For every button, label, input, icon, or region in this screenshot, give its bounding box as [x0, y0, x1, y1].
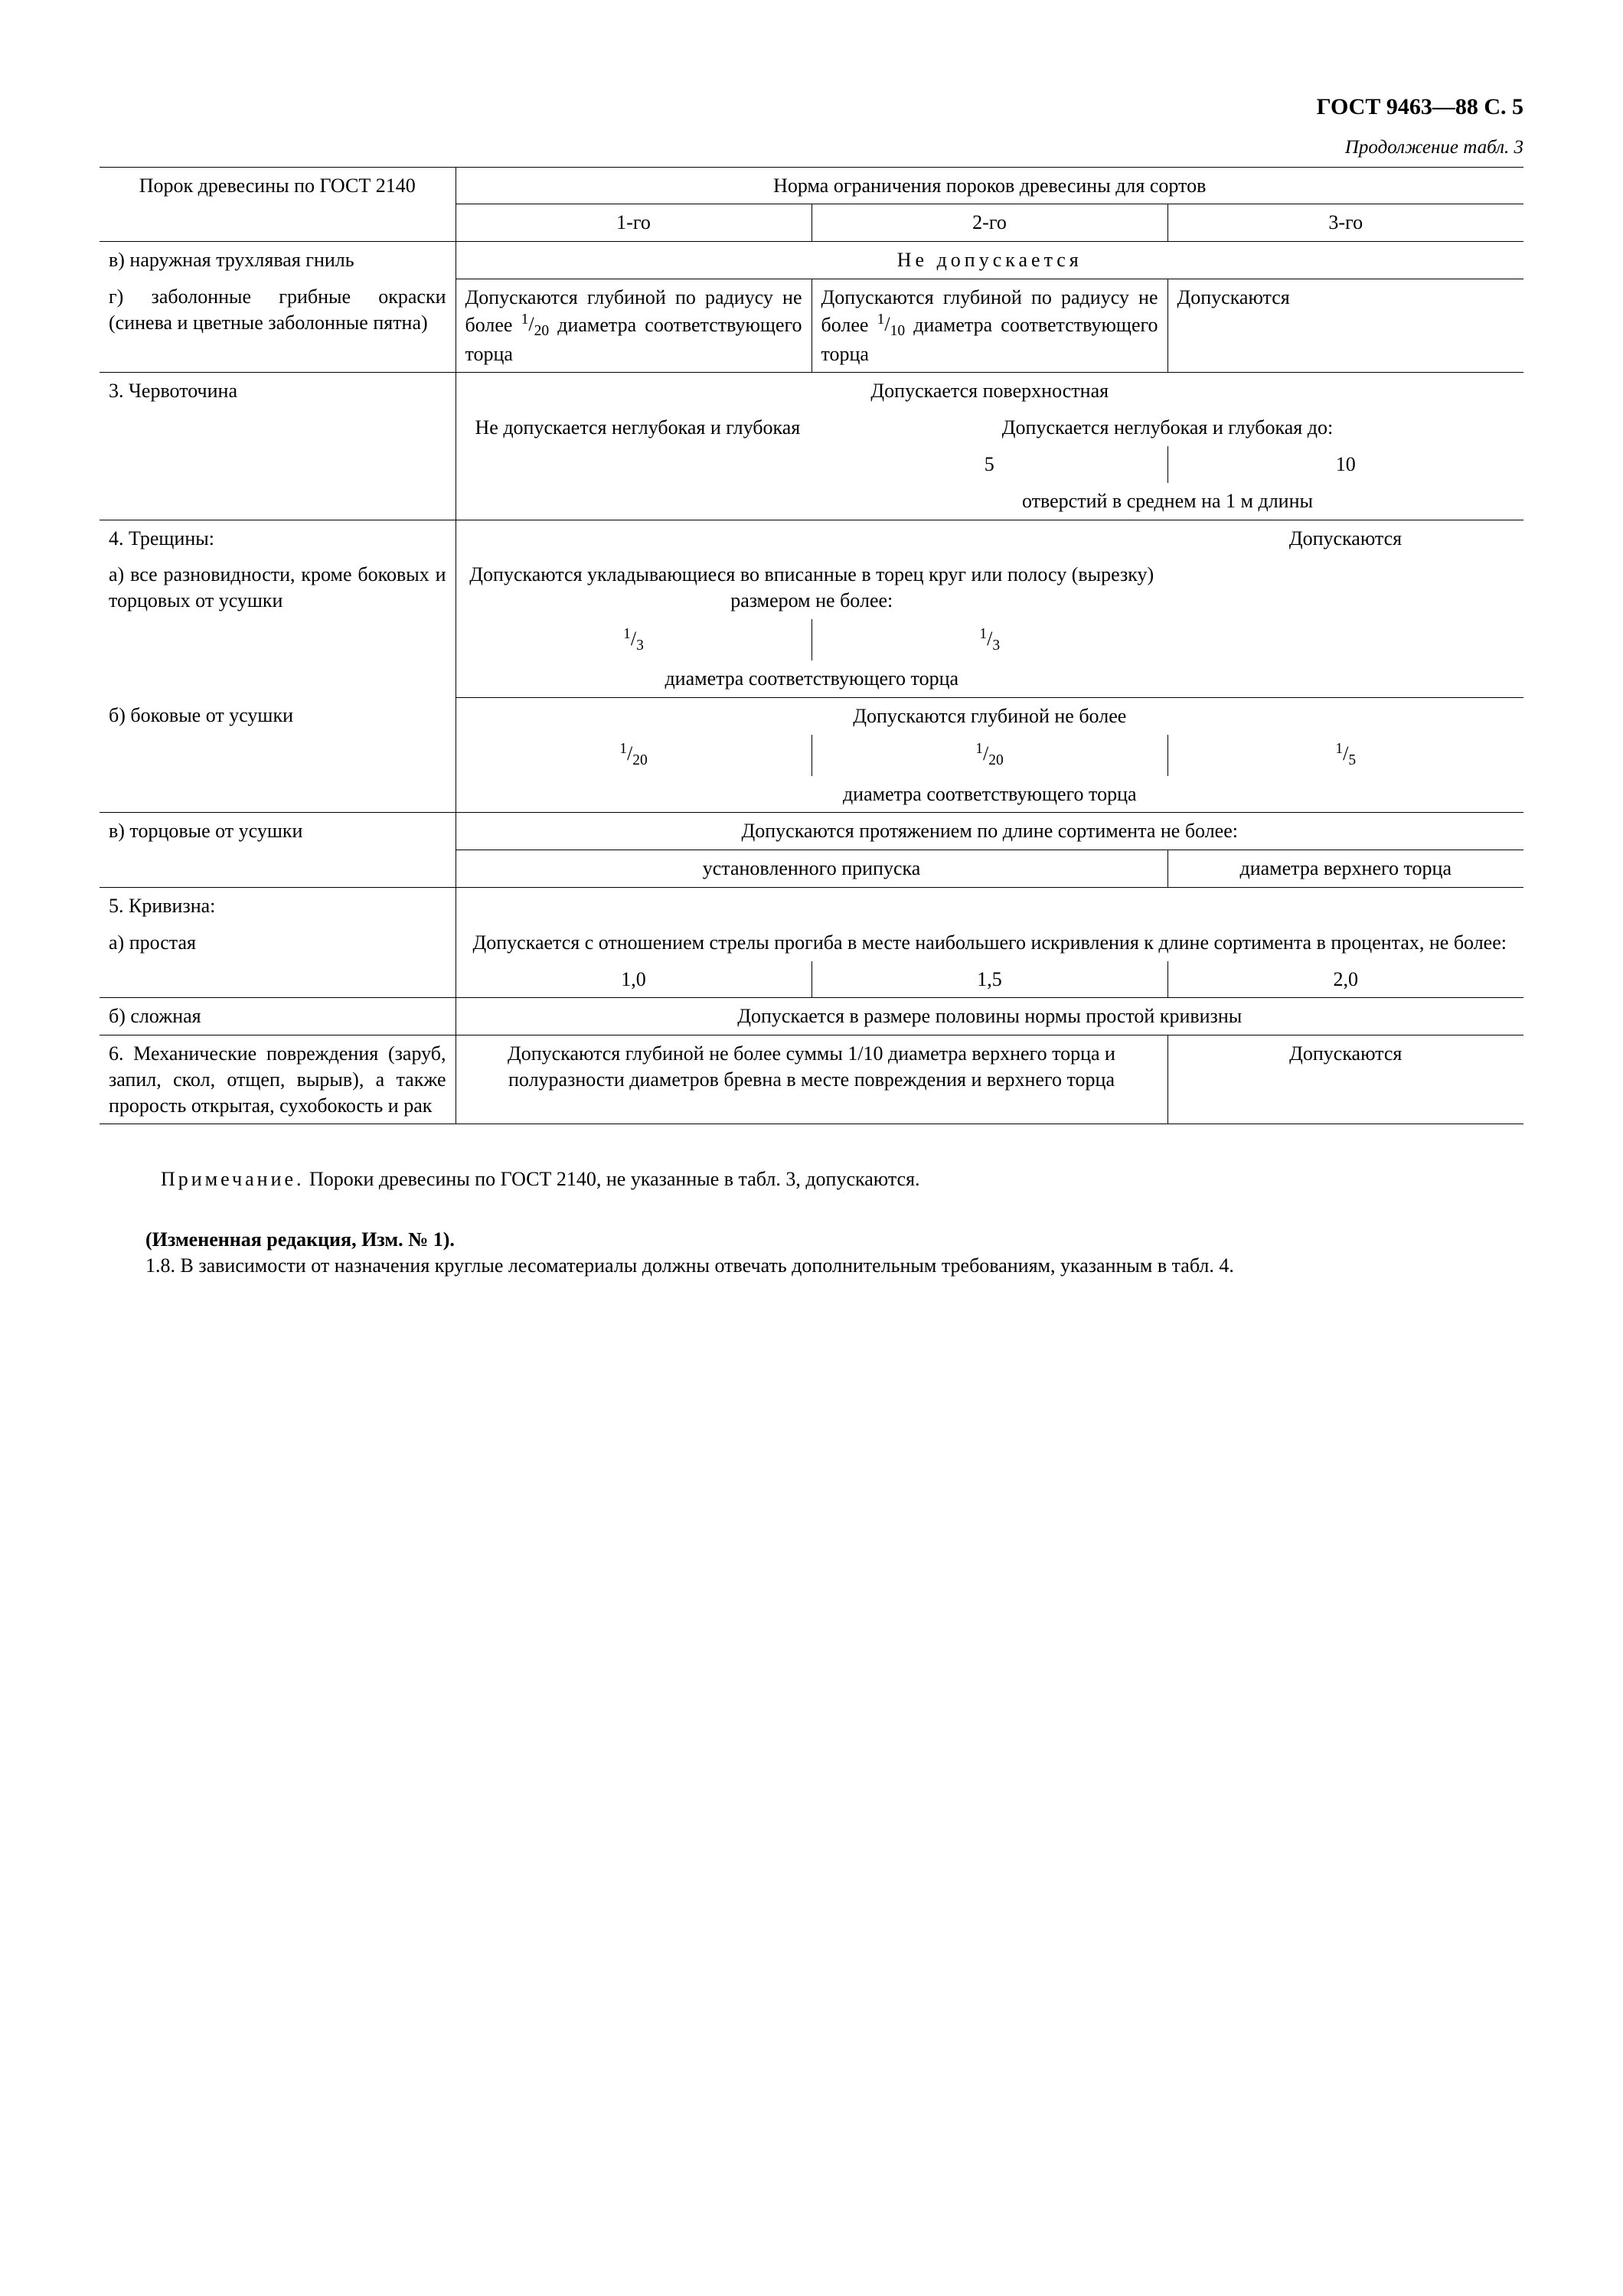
row-5a-top: Допускается с отношением стрелы прогиба …: [456, 925, 1523, 961]
col-3: 3-го: [1167, 204, 1523, 242]
row-3-v3: 10: [1167, 446, 1523, 483]
row-3-label: 3. Червоточина: [100, 373, 456, 520]
row-6-right: Допускаются: [1167, 1035, 1523, 1124]
note-text: Пороки древесины по ГОСТ 2140, не указан…: [305, 1168, 920, 1190]
row-4b-f1: 1/20: [456, 735, 812, 776]
row-4a-label: а) все разновидности, кроме боковых и то…: [100, 556, 456, 697]
row-4b-f2: 1/20: [812, 735, 1167, 776]
den: 3: [992, 638, 1000, 654]
col-head-right: Норма ограничения пороков древесины для …: [456, 167, 1523, 204]
page-header: ГОСТ 9463—88 С. 5: [100, 92, 1523, 122]
row-3-left: Не допускается неглубокая и глубокая: [456, 409, 812, 483]
num: 1: [623, 626, 631, 642]
num: 1: [521, 312, 529, 328]
para-bold: (Измененная редакция, Изм. № 1).: [145, 1228, 455, 1251]
den: 20: [988, 752, 1004, 768]
row-4b-f3: 1/5: [1167, 735, 1523, 776]
row-4a-f2: 1/3: [812, 619, 1167, 660]
row-5b-val: Допускается в размере половины нормы про…: [456, 998, 1523, 1035]
row-4v-right: диаметра верхнего торца: [1167, 850, 1523, 888]
col-2: 2-го: [812, 204, 1167, 242]
num: 1: [619, 742, 627, 758]
den: 3: [636, 638, 644, 654]
row-5-label: 5. Кривизна:: [100, 887, 456, 924]
den: 20: [632, 752, 648, 768]
row-6-left: Допускаются глубиной не более суммы 1/10…: [456, 1035, 1167, 1124]
row-4-label: 4. Трещины:: [100, 520, 456, 556]
den: 10: [890, 323, 906, 339]
col-head-left: Порок древесины по ГОСТ 2140: [100, 167, 456, 242]
row-4b-label: б) боковые от усушки: [100, 697, 456, 813]
row-4v-top: Допускаются протяжением по длине сортиме…: [456, 813, 1523, 850]
row-4v-left: установленного припуска: [456, 850, 1167, 888]
row-g-c2: Допускаются глубиной по радиусу не более…: [812, 279, 1167, 373]
col-1: 1-го: [456, 204, 812, 242]
row-6-label: 6. Механические повреждения (заруб, запи…: [100, 1035, 456, 1124]
note-prefix: Примечание.: [161, 1168, 305, 1190]
row-3-top: Допускается поверхностная: [456, 373, 1523, 409]
row-4a-suffix: диаметра соответствующего торца: [456, 660, 1167, 697]
row-g-label: г) заболонные грибные окраски (синева и …: [100, 279, 456, 373]
row-5b-label: б) сложная: [100, 998, 456, 1035]
row-v-val: Не допускается: [456, 242, 1523, 279]
row-3-suffix: отверстий в среднем на 1 м длины: [812, 483, 1523, 520]
row-4a-f1: 1/3: [456, 619, 812, 660]
row-4a-top: Допускаются укладывающиеся во вписанные …: [456, 556, 1167, 619]
num: 1: [1335, 742, 1343, 758]
row-4v-label: в) торцовые от усушки: [100, 813, 456, 888]
fraction: 1/20: [521, 313, 549, 335]
row-5a-v2: 1,5: [812, 961, 1167, 998]
row-4b-top: Допускаются глубиной не более: [456, 697, 1523, 734]
para-18: 1.8. В зависимости от назначения круглые…: [100, 1253, 1523, 1279]
fraction: 1/10: [877, 313, 905, 335]
row-5a-v3: 2,0: [1167, 961, 1523, 998]
row-4b-suffix: диаметра соответствующего торца: [456, 776, 1523, 813]
num: 1: [975, 742, 983, 758]
row-5a-v1: 1,0: [456, 961, 812, 998]
row-4a-c3: Допускаются: [1167, 520, 1523, 697]
standards-table: Порок древесины по ГОСТ 2140 Норма огран…: [100, 167, 1523, 1125]
table-continuation: Продолжение табл. 3: [100, 135, 1523, 161]
row-3-right: Допускается неглубокая и глубокая до:: [812, 409, 1523, 446]
num: 1: [979, 626, 987, 642]
den: 20: [534, 323, 550, 339]
row-5a-label: а) простая: [100, 925, 456, 998]
row-3-v2: 5: [812, 446, 1167, 483]
row-g-c1: Допускаются глубиной по радиусу не более…: [456, 279, 812, 373]
num: 1: [877, 312, 885, 328]
paragraph-block: (Измененная редакция, Изм. № 1). 1.8. В …: [100, 1227, 1523, 1279]
den: 5: [1348, 752, 1356, 768]
row-g-c3: Допускаются: [1167, 279, 1523, 373]
note: Примечание. Пороки древесины по ГОСТ 214…: [161, 1166, 1523, 1192]
row-v-label: в) наружная трухлявая гниль: [100, 242, 456, 279]
